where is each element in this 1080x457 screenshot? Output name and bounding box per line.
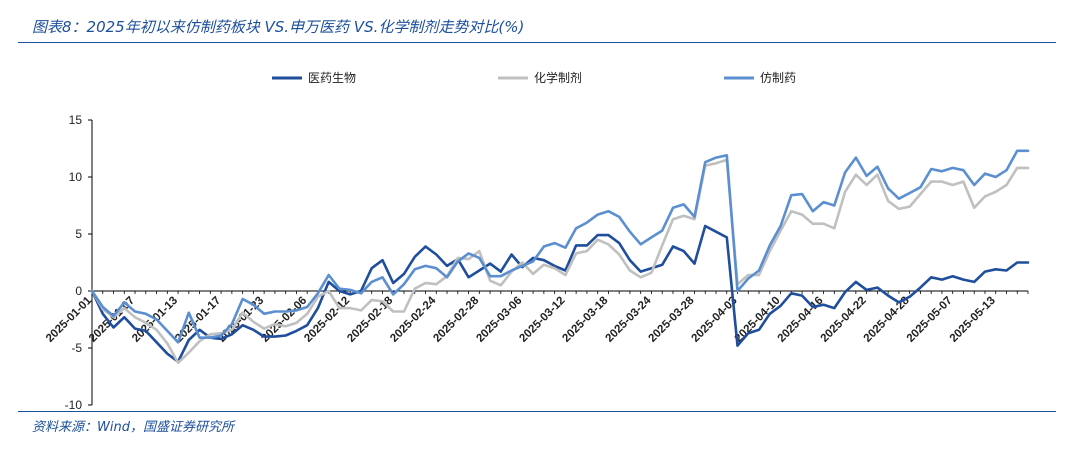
series-line-1 [90, 158, 1030, 365]
y-tick-label: 10 [69, 170, 83, 184]
x-tick-label: 2025-04-22 [819, 295, 869, 345]
chart-axes: -10-50510152025-01-012025-01-072025-01-1… [44, 113, 1029, 410]
series-line-0 [90, 224, 1030, 364]
x-tick-label: 2025-04-10 [733, 295, 783, 345]
series-line-2 [90, 149, 1030, 344]
footer-divider [18, 411, 1056, 412]
x-tick-label: 2025-01-07 [87, 295, 137, 345]
line-chart: 医药生物 化学制剂 仿制药 -10-50510152025-01-012025-01… [44, 70, 1030, 410]
y-tick-label: 15 [69, 113, 83, 127]
chart-series [90, 149, 1030, 365]
x-tick-label: 2025-03-06 [474, 295, 524, 345]
legend-label: 仿制药 [760, 71, 796, 85]
y-tick-label: -5 [71, 341, 82, 355]
legend-label: 医药生物 [308, 71, 356, 85]
source-note: 资料来源：Wind，国盛证券研究所 [32, 420, 234, 435]
x-tick-label: 2025-03-12 [517, 295, 567, 345]
y-tick-label: -10 [65, 398, 83, 410]
title-divider [18, 42, 1056, 43]
chart-legend: 医药生物 化学制剂 仿制药 [272, 70, 796, 85]
legend-label: 化学制剂 [534, 70, 582, 85]
x-tick-label: 2025-05-13 [948, 295, 998, 345]
y-tick-label: 0 [75, 284, 82, 298]
y-tick-label: 5 [75, 227, 82, 241]
figure-title: 图表8：2025年初以来仿制药板块 VS.申万医药 VS.化学制剂走势对比(%) [32, 18, 525, 36]
x-tick-label: 2025-05-07 [905, 295, 955, 345]
